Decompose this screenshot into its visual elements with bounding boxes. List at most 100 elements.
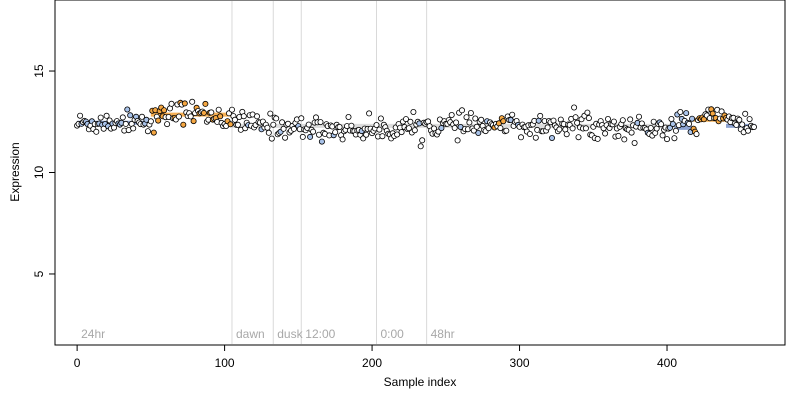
data-point [574, 119, 581, 126]
region-label: dusk [277, 327, 303, 341]
data-point [175, 113, 182, 120]
data-point [669, 121, 676, 128]
data-point [130, 125, 137, 132]
data-point [339, 136, 346, 143]
data-point [318, 138, 325, 145]
data-point [379, 133, 386, 140]
data-point [168, 100, 175, 107]
data-point [144, 128, 151, 135]
data-point [215, 106, 222, 113]
data-point [672, 127, 679, 134]
data-point [336, 124, 343, 131]
data-point [187, 113, 194, 120]
data-point [190, 118, 197, 125]
data-point [398, 129, 405, 136]
data-point [228, 106, 235, 113]
data-point [181, 100, 188, 107]
data-point [550, 117, 557, 124]
data-point [227, 121, 234, 128]
data-point [202, 100, 209, 107]
data-point [345, 114, 352, 121]
data-point [317, 119, 324, 126]
data-point [93, 128, 100, 135]
data-point [671, 135, 678, 142]
y-tick-label: 15 [32, 64, 46, 78]
data-point [575, 134, 582, 141]
data-point [556, 126, 563, 133]
data-point [458, 107, 465, 114]
data-point [363, 131, 370, 138]
data-point [466, 119, 473, 126]
x-tick-label: 0 [74, 356, 81, 370]
data-point [200, 109, 207, 116]
data-point [628, 129, 635, 136]
data-point [736, 116, 743, 123]
y-axis: 5 10 15 [32, 64, 55, 277]
data-point [310, 128, 317, 135]
data-point [77, 112, 84, 119]
data-point [97, 114, 104, 121]
data-point [280, 125, 287, 132]
data-point [532, 134, 539, 141]
data-point [273, 115, 280, 122]
data-points [74, 98, 758, 150]
data-point [627, 116, 634, 123]
data-point [305, 121, 312, 128]
data-point [472, 115, 479, 122]
data-point [584, 109, 591, 116]
x-tick-label: 400 [657, 356, 677, 370]
data-point [664, 136, 671, 143]
data-point [475, 129, 482, 136]
data-point [619, 117, 626, 124]
y-tick-label: 5 [32, 270, 46, 277]
data-point [602, 130, 609, 137]
data-point [208, 109, 215, 116]
data-point [234, 121, 241, 128]
data-point [518, 134, 525, 141]
data-point [448, 112, 455, 119]
data-point [138, 113, 145, 120]
data-point [419, 137, 426, 144]
data-point [298, 115, 305, 122]
data-point [438, 125, 445, 132]
data-point [683, 110, 690, 117]
x-axis: 0 100 200 300 400 [74, 345, 677, 370]
data-point [394, 131, 401, 138]
data-point [500, 118, 507, 125]
data-point [189, 98, 196, 105]
data-point [119, 114, 126, 121]
data-point [366, 110, 373, 117]
data-point [631, 139, 638, 146]
data-point [253, 113, 260, 120]
data-point [478, 116, 485, 123]
data-point [745, 127, 752, 134]
data-point [742, 110, 749, 117]
data-point [124, 106, 131, 113]
data-point [571, 104, 578, 111]
data-point [463, 114, 470, 121]
data-point [376, 126, 383, 133]
data-point [290, 125, 297, 132]
data-point [470, 127, 477, 134]
data-point [485, 125, 492, 132]
data-point [647, 125, 654, 132]
data-point [282, 134, 289, 141]
data-point [537, 112, 544, 119]
data-point [411, 127, 418, 134]
data-point [307, 133, 314, 140]
data-point [659, 132, 666, 139]
data-point [348, 122, 355, 129]
data-point [268, 135, 275, 142]
data-point [658, 121, 665, 128]
region-label: 0:00 [380, 327, 404, 341]
data-point [693, 131, 700, 138]
data-point [270, 121, 277, 128]
data-point [503, 127, 510, 134]
data-point [122, 120, 129, 127]
data-point [103, 112, 110, 119]
data-point [689, 115, 696, 122]
data-point [161, 107, 168, 114]
y-axis-title: Expression [8, 142, 22, 201]
data-point [264, 124, 271, 131]
